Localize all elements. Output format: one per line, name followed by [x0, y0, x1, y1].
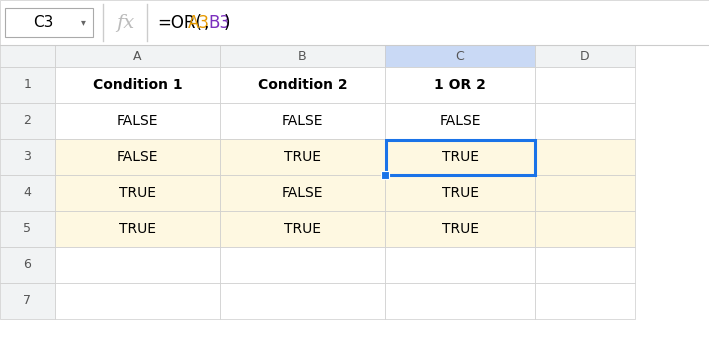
- Bar: [0, 45, 55, 67]
- Bar: [55, 247, 220, 283]
- Bar: [386, 140, 535, 175]
- Text: TRUE: TRUE: [442, 186, 479, 200]
- Bar: [385, 103, 535, 139]
- Bar: [535, 139, 635, 175]
- Bar: [381, 171, 389, 179]
- Text: 7: 7: [23, 295, 31, 307]
- Bar: [385, 45, 535, 67]
- Text: TRUE: TRUE: [284, 150, 321, 164]
- Bar: [220, 45, 385, 67]
- Text: Condition 2: Condition 2: [257, 78, 347, 92]
- Bar: [0, 247, 55, 283]
- Text: B3: B3: [208, 13, 230, 31]
- Bar: [55, 211, 220, 247]
- Text: TRUE: TRUE: [119, 186, 156, 200]
- Text: TRUE: TRUE: [442, 222, 479, 236]
- Text: TRUE: TRUE: [442, 150, 479, 164]
- Text: =OR(: =OR(: [157, 13, 202, 31]
- Text: TRUE: TRUE: [119, 222, 156, 236]
- Bar: [55, 45, 220, 67]
- Bar: [0, 67, 55, 103]
- Bar: [5, 8, 93, 37]
- Bar: [385, 283, 535, 319]
- Text: 1 OR 2: 1 OR 2: [434, 78, 486, 92]
- Bar: [385, 175, 535, 211]
- Text: ): ): [224, 13, 230, 31]
- Bar: [220, 139, 385, 175]
- Bar: [535, 175, 635, 211]
- Text: FALSE: FALSE: [281, 114, 323, 128]
- Bar: [55, 175, 220, 211]
- Text: ▾: ▾: [81, 18, 86, 28]
- Text: FALSE: FALSE: [440, 114, 481, 128]
- Bar: [0, 283, 55, 319]
- Bar: [55, 283, 220, 319]
- Bar: [0, 175, 55, 211]
- Text: D: D: [580, 50, 590, 62]
- Text: FALSE: FALSE: [117, 114, 158, 128]
- Text: 1: 1: [23, 79, 31, 92]
- Bar: [0, 103, 55, 139]
- Bar: [0, 211, 55, 247]
- Bar: [55, 139, 220, 175]
- Bar: [220, 67, 385, 103]
- Bar: [535, 247, 635, 283]
- Bar: [385, 247, 535, 283]
- Text: 2: 2: [23, 115, 31, 127]
- Text: 4: 4: [23, 186, 31, 200]
- Bar: [385, 139, 535, 175]
- Text: FALSE: FALSE: [281, 186, 323, 200]
- Bar: [220, 103, 385, 139]
- Text: A: A: [133, 50, 142, 62]
- Bar: [220, 211, 385, 247]
- Bar: [0, 139, 55, 175]
- Text: fx: fx: [116, 13, 134, 31]
- Text: A3: A3: [188, 13, 210, 31]
- Text: B: B: [298, 50, 307, 62]
- Bar: [55, 103, 220, 139]
- Bar: [220, 283, 385, 319]
- Bar: [55, 67, 220, 103]
- Text: FALSE: FALSE: [117, 150, 158, 164]
- Bar: [535, 283, 635, 319]
- Bar: [220, 175, 385, 211]
- Text: 5: 5: [23, 222, 31, 236]
- Text: C: C: [456, 50, 464, 62]
- Bar: [535, 103, 635, 139]
- Text: C3: C3: [33, 15, 53, 30]
- Bar: [385, 67, 535, 103]
- Bar: [220, 247, 385, 283]
- Text: 6: 6: [23, 258, 31, 272]
- Bar: [535, 211, 635, 247]
- Bar: [535, 45, 635, 67]
- Text: ,: ,: [204, 13, 209, 31]
- Bar: [0, 0, 709, 45]
- Text: Condition 1: Condition 1: [93, 78, 182, 92]
- Text: 3: 3: [23, 151, 31, 163]
- Bar: [535, 67, 635, 103]
- Text: TRUE: TRUE: [284, 222, 321, 236]
- Bar: [385, 211, 535, 247]
